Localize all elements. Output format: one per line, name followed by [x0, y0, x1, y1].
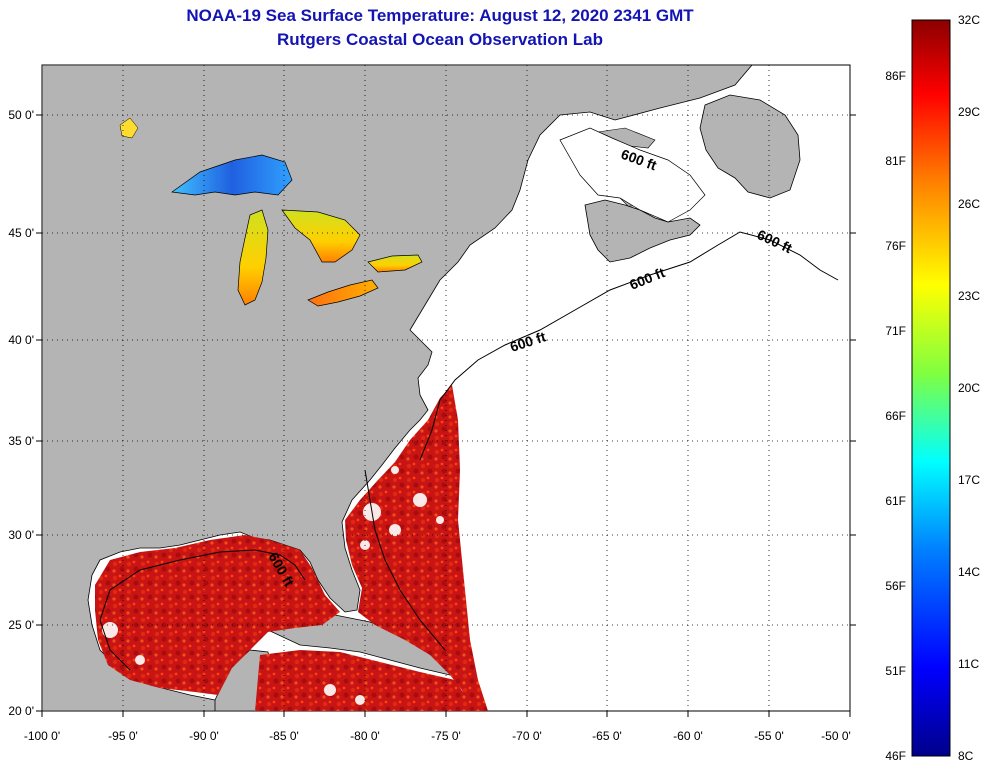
colorbar-celsius-label: 29C	[958, 105, 980, 119]
x-tick-label: -75 0'	[431, 729, 461, 743]
gulf-st-lawrence	[559, 127, 706, 223]
land-maritimes	[584, 199, 701, 263]
y-tick-label: 35 0'	[8, 434, 34, 448]
lake-winnipeg	[119, 117, 139, 139]
land-newfoundland	[699, 94, 801, 199]
x-tick-label: -95 0'	[108, 729, 138, 743]
colorbar-celsius-label: 17C	[958, 473, 980, 487]
colorbar-gradient	[911, 19, 951, 757]
land-north-america	[42, 65, 753, 711]
x-tick-label: -55 0'	[754, 729, 784, 743]
lake-erie	[307, 279, 379, 307]
y-tick-label: 45 0'	[8, 226, 34, 240]
y-tick-label: 50 0'	[8, 108, 34, 122]
colorbar-fahrenheit-label: 66F	[885, 409, 906, 423]
lake-huron	[281, 209, 361, 263]
x-tick-label: -50 0'	[821, 729, 851, 743]
contour-600ft	[419, 231, 839, 461]
colorbar-celsius-label: 32C	[958, 13, 980, 27]
lake-ontario	[367, 254, 423, 273]
colorbar-fahrenheit-label: 71F	[885, 324, 906, 338]
axis-ticks	[36, 114, 856, 717]
colorbar-fahrenheit-label: 56F	[885, 579, 906, 593]
colorbar-celsius-label: 26C	[958, 197, 980, 211]
x-tick-label: -85 0'	[269, 729, 299, 743]
y-tick-label: 40 0'	[8, 333, 34, 347]
colorbar	[911, 19, 951, 757]
x-tick-label: -70 0'	[512, 729, 542, 743]
sst-atlantic-southeast	[345, 385, 488, 711]
colorbar-celsius-label: 23C	[958, 289, 980, 303]
colorbar-fahrenheit-label: 46F	[885, 749, 906, 763]
colorbar-celsius-label: 11C	[958, 657, 979, 671]
colorbar-celsius-label: 8C	[958, 749, 974, 763]
contour-600ft-gulf	[99, 549, 306, 671]
sst-caribbean	[255, 650, 470, 711]
x-tick-label: -60 0'	[673, 729, 703, 743]
x-tick-label: -80 0'	[350, 729, 380, 743]
colorbar-celsius-label: 14C	[958, 565, 980, 579]
y-tick-label: 20 0'	[8, 704, 34, 718]
colorbar-fahrenheit-label: 51F	[885, 664, 906, 678]
map-title: NOAA-19 Sea Surface Temperature: August …	[186, 6, 694, 25]
colorbar-fahrenheit-label: 81F	[885, 154, 906, 168]
colorbar-celsius-label: 20C	[958, 381, 980, 395]
colorbar-fahrenheit-label: 61F	[885, 494, 906, 508]
sst-gulf-of-mexico	[95, 535, 340, 695]
lake-michigan	[237, 209, 269, 306]
x-tick-label: -90 0'	[189, 729, 219, 743]
y-tick-label: 25 0'	[8, 618, 34, 632]
map-subtitle: Rutgers Coastal Ocean Observation Lab	[277, 30, 603, 49]
lake-superior	[171, 154, 293, 196]
colorbar-fahrenheit-label: 76F	[885, 239, 906, 253]
x-tick-label: -100 0'	[24, 729, 60, 743]
x-tick-label: -65 0'	[592, 729, 622, 743]
contour-600ft-florida	[364, 469, 446, 651]
colorbar-fahrenheit-label: 86F	[885, 69, 906, 83]
y-tick-label: 30 0'	[8, 528, 34, 542]
